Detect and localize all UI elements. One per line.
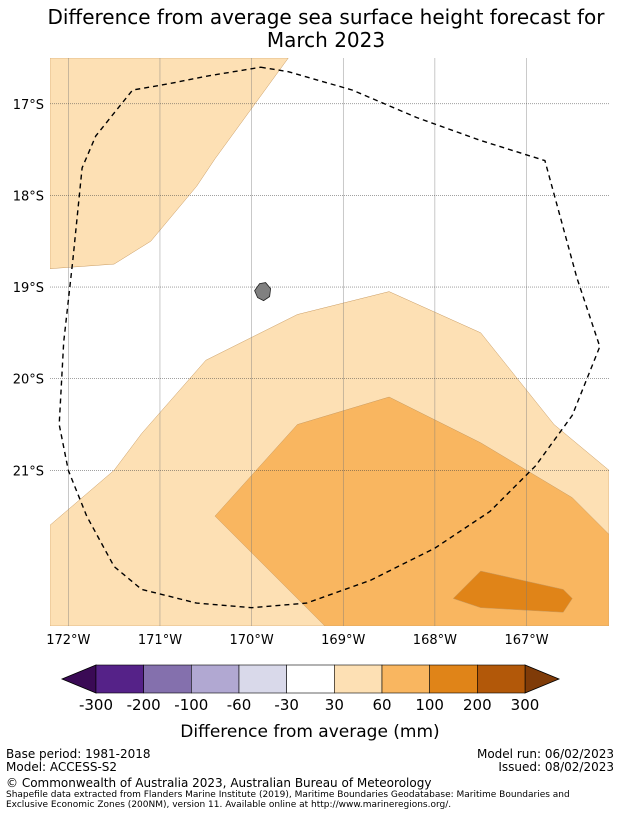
source-text-line-1: Shapefile data extracted from Flanders M… bbox=[6, 790, 570, 800]
issued-text: Issued: 08/02/2023 bbox=[498, 760, 614, 774]
source-text-line-2: Exclusive Economic Zones (200NM), versio… bbox=[6, 800, 452, 810]
colorbar-extend-low bbox=[60, 664, 97, 694]
colorbar-label: Difference from average (mm) bbox=[180, 722, 439, 742]
copyright-text: © Commonwealth of Australia 2023, Austra… bbox=[6, 776, 432, 790]
y-tick-label: 21°S bbox=[13, 464, 44, 479]
colorbar-bin-2 bbox=[191, 664, 240, 694]
colorbar-tick-label: 200 bbox=[463, 696, 492, 714]
base-period-text: Base period: 1981-2018 bbox=[6, 747, 151, 761]
island-niue bbox=[254, 282, 272, 302]
chart-title-line-2: March 2023 bbox=[266, 28, 386, 52]
colorbar-bin-1 bbox=[143, 664, 192, 694]
colorbar-tick-label: -200 bbox=[127, 696, 161, 714]
colorbar-bin-5 bbox=[334, 664, 383, 694]
model-run-text: Model run: 06/02/2023 bbox=[476, 747, 614, 761]
colorbar-bin-0 bbox=[95, 664, 144, 694]
contour-region-nw-30-60 bbox=[50, 58, 289, 269]
colorbar-tick-label: -60 bbox=[227, 696, 252, 714]
chart-title-line-1: Difference from average sea surface heig… bbox=[47, 5, 605, 29]
colorbar-tick-label: -300 bbox=[79, 696, 113, 714]
colorbar-bin-3 bbox=[238, 664, 287, 694]
y-tick-label: 17°S bbox=[13, 98, 44, 113]
model-text: Model: ACCESS-S2 bbox=[6, 760, 118, 774]
colorbar-bin-8 bbox=[477, 664, 526, 694]
x-tick-label: 167°W bbox=[504, 633, 548, 648]
x-tick-label: 168°W bbox=[413, 633, 457, 648]
y-tick-label: 18°S bbox=[13, 189, 44, 204]
colorbar-tick-label: 100 bbox=[415, 696, 444, 714]
colorbar-tick-label: 300 bbox=[511, 696, 540, 714]
colorbar-bin-4 bbox=[286, 664, 335, 694]
colorbar-extend-high bbox=[524, 664, 561, 694]
chart-title: Difference from average sea surface heig… bbox=[0, 6, 621, 52]
colorbar-tick-label: -30 bbox=[274, 696, 299, 714]
x-tick-label: 172°W bbox=[46, 633, 90, 648]
y-tick-label: 20°S bbox=[13, 373, 44, 388]
x-tick-label: 170°W bbox=[230, 633, 274, 648]
contour-region-60-100 bbox=[214, 396, 609, 626]
colorbar-bin-6 bbox=[381, 664, 430, 694]
eez-boundary bbox=[58, 66, 601, 609]
colorbar-tick-label: 60 bbox=[372, 696, 391, 714]
colorbar-tick-label: -100 bbox=[174, 696, 208, 714]
colorbar-tick-label: 30 bbox=[325, 696, 344, 714]
colorbar-bin-7 bbox=[429, 664, 478, 694]
x-tick-label: 171°W bbox=[138, 633, 182, 648]
contour-region-100-200 bbox=[452, 570, 573, 613]
y-tick-label: 19°S bbox=[13, 281, 44, 296]
x-tick-label: 169°W bbox=[321, 633, 365, 648]
